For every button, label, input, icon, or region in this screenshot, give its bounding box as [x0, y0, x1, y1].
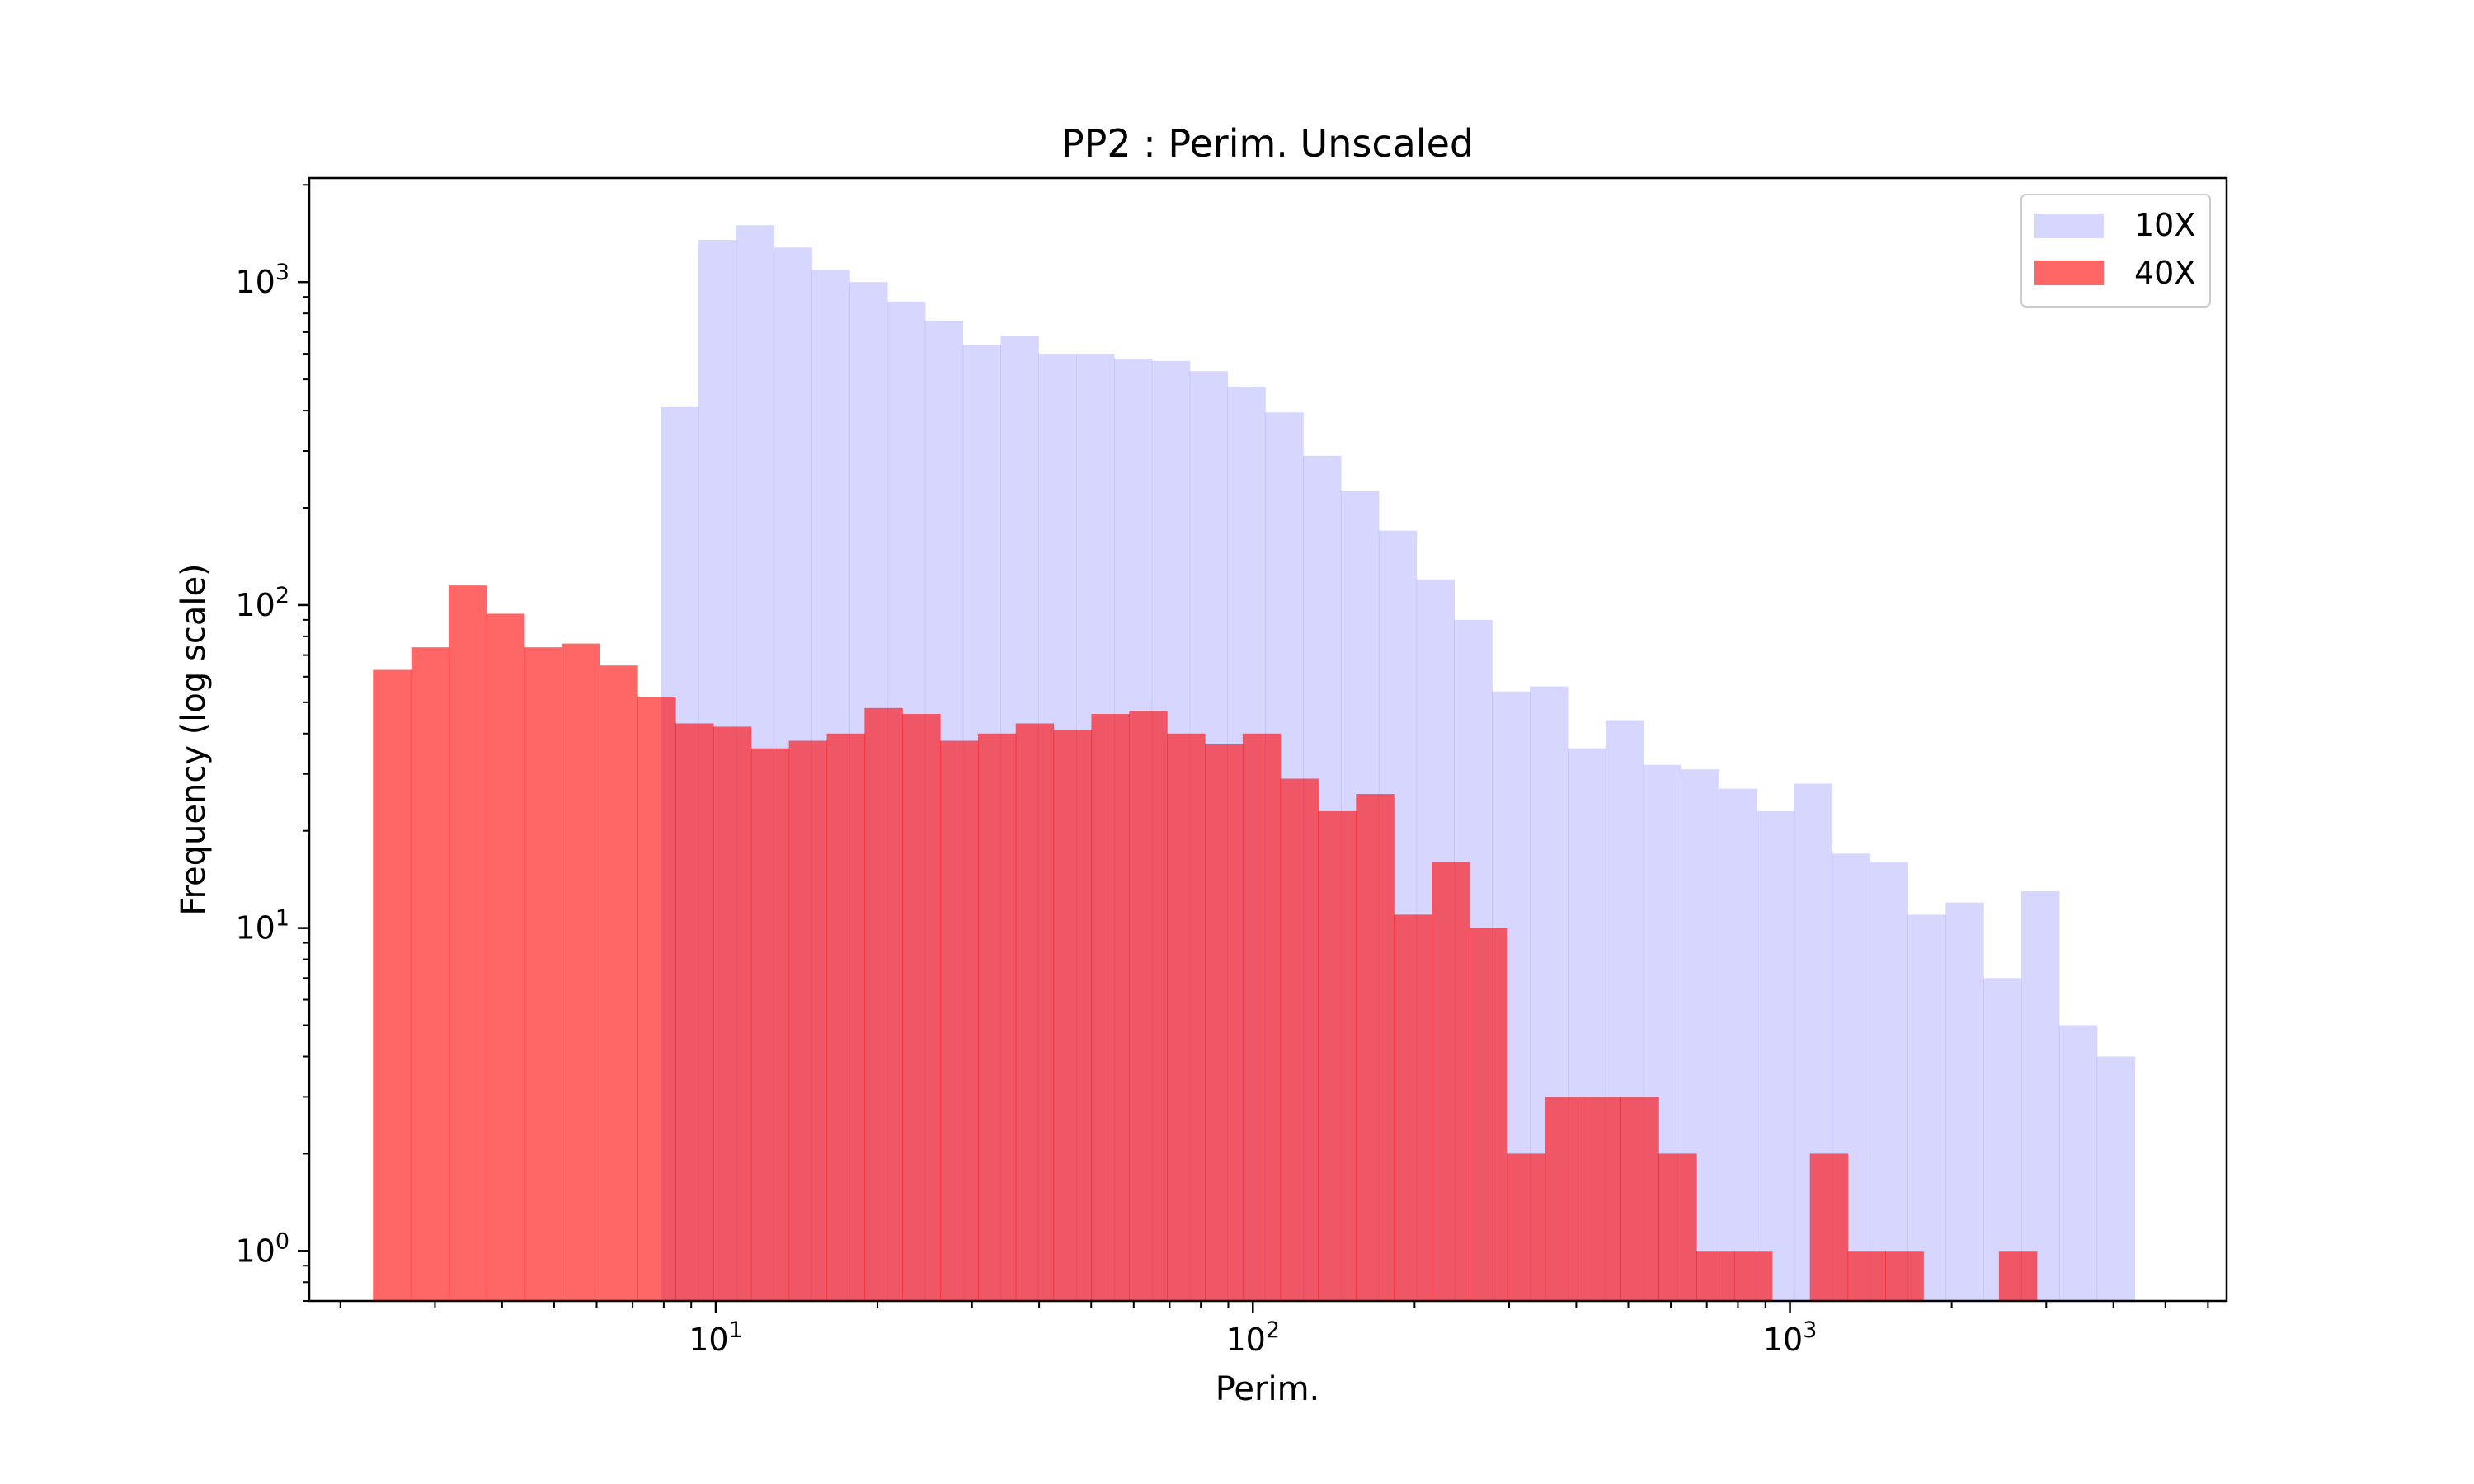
bar-10x-36	[2020, 890, 2060, 1301]
bar-40x-10	[750, 748, 790, 1301]
x-axis-label: Perim.	[1216, 1370, 1320, 1408]
bar-40x-8	[675, 723, 714, 1301]
bar-40x-35	[1696, 1251, 1735, 1301]
bar-40x-22	[1205, 744, 1244, 1301]
chart-title: PP2 : Perim. Unscaled	[1061, 121, 1474, 166]
bar-40x-14	[902, 714, 941, 1301]
bar-40x-23	[1242, 733, 1282, 1301]
bar-40x-30	[1507, 1153, 1546, 1301]
x-tick-label: 103	[1763, 1317, 1818, 1358]
bar-40x-29	[1469, 928, 1508, 1301]
bar-40x-39	[1847, 1251, 1886, 1301]
bar-40x-34	[1658, 1153, 1697, 1301]
bar-40x-38	[1809, 1153, 1849, 1301]
bar-40x-18	[1053, 730, 1093, 1301]
x-axis-ticks: 101 102 103	[339, 1301, 2209, 1358]
bar-40x-32	[1583, 1097, 1621, 1301]
y-tick-label: 102	[235, 583, 289, 623]
bar-40x-33	[1620, 1097, 1659, 1301]
bar-40x-2	[448, 585, 487, 1301]
bar-40x-16	[977, 733, 1017, 1301]
bar-10x-29	[1757, 810, 1795, 1301]
legend-swatch-10x	[2034, 214, 2104, 238]
bar-10x-28	[1719, 788, 1757, 1301]
plot-frame	[308, 176, 2228, 1303]
y-axis-ticks: 100 101 102 103	[235, 184, 309, 1302]
bar-10x-38	[2096, 1056, 2136, 1301]
legend-swatch-40x	[2034, 261, 2104, 285]
bar-40x-21	[1167, 733, 1206, 1301]
bar-40x-20	[1129, 711, 1168, 1301]
y-tick-label: 103	[235, 260, 289, 300]
x-tick-label: 101	[689, 1317, 743, 1358]
bar-40x-5	[562, 643, 600, 1301]
bar-40x-9	[713, 726, 752, 1301]
bar-40x-24	[1280, 778, 1319, 1301]
y-tick-label: 100	[235, 1228, 289, 1269]
legend: 10X 40X	[2020, 194, 2211, 308]
legend-label-10x: 10X	[2134, 207, 2195, 243]
bar-40x-26	[1356, 794, 1395, 1301]
y-tick-label: 101	[235, 906, 289, 946]
bar-10x-35	[1983, 978, 2022, 1301]
bar-40x-19	[1091, 714, 1130, 1301]
bar-40x-4	[524, 647, 562, 1301]
bar-10x-32	[1870, 862, 1909, 1301]
bar-10x-34	[1945, 902, 1984, 1301]
bar-40x-7	[637, 697, 676, 1301]
bar-40x-13	[864, 707, 903, 1301]
bar-40x-0	[373, 669, 412, 1301]
bar-40x-40	[1885, 1251, 1924, 1301]
bar-40x-43	[1998, 1251, 2038, 1301]
bar-40x-28	[1432, 862, 1470, 1301]
bar-40x-6	[600, 665, 638, 1301]
bar-40x-17	[1015, 723, 1055, 1301]
bar-10x-37	[2058, 1025, 2098, 1301]
bar-40x-31	[1545, 1097, 1584, 1301]
bar-40x-12	[826, 733, 865, 1301]
bar-40x-1	[411, 647, 449, 1301]
bar-40x-25	[1318, 810, 1357, 1301]
bar-40x-36	[1733, 1251, 1773, 1301]
bar-10x-33	[1907, 914, 1946, 1301]
y-axis-label: Frequency (log scale)	[175, 563, 213, 915]
series-40x-bars	[373, 585, 2038, 1301]
bar-40x-3	[486, 613, 525, 1301]
bar-40x-27	[1394, 914, 1432, 1301]
bar-40x-11	[788, 740, 828, 1301]
x-tick-label: 102	[1226, 1317, 1281, 1358]
legend-label-40x: 40X	[2134, 255, 2195, 291]
bar-40x-15	[940, 740, 979, 1301]
